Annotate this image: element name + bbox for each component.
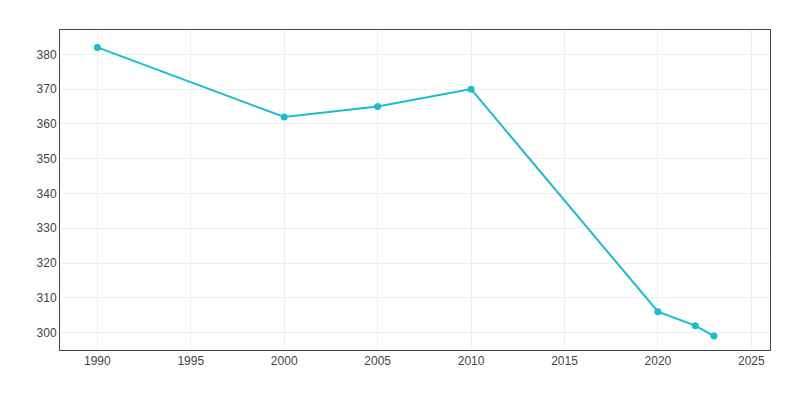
svg-text:2015: 2015 <box>551 354 578 368</box>
svg-text:380: 380 <box>37 48 57 62</box>
svg-text:360: 360 <box>37 117 57 131</box>
svg-text:2010: 2010 <box>458 354 485 368</box>
svg-text:2005: 2005 <box>364 354 391 368</box>
svg-text:320: 320 <box>37 256 57 270</box>
svg-text:2000: 2000 <box>271 354 298 368</box>
svg-text:370: 370 <box>37 82 57 96</box>
svg-text:1990: 1990 <box>84 354 111 368</box>
svg-text:350: 350 <box>37 152 57 166</box>
svg-text:310: 310 <box>37 291 57 305</box>
svg-text:2025: 2025 <box>738 354 765 368</box>
svg-text:2020: 2020 <box>645 354 672 368</box>
svg-text:1995: 1995 <box>177 354 204 368</box>
svg-text:300: 300 <box>37 326 57 340</box>
svg-text:340: 340 <box>37 187 57 201</box>
svg-text:330: 330 <box>37 221 57 235</box>
